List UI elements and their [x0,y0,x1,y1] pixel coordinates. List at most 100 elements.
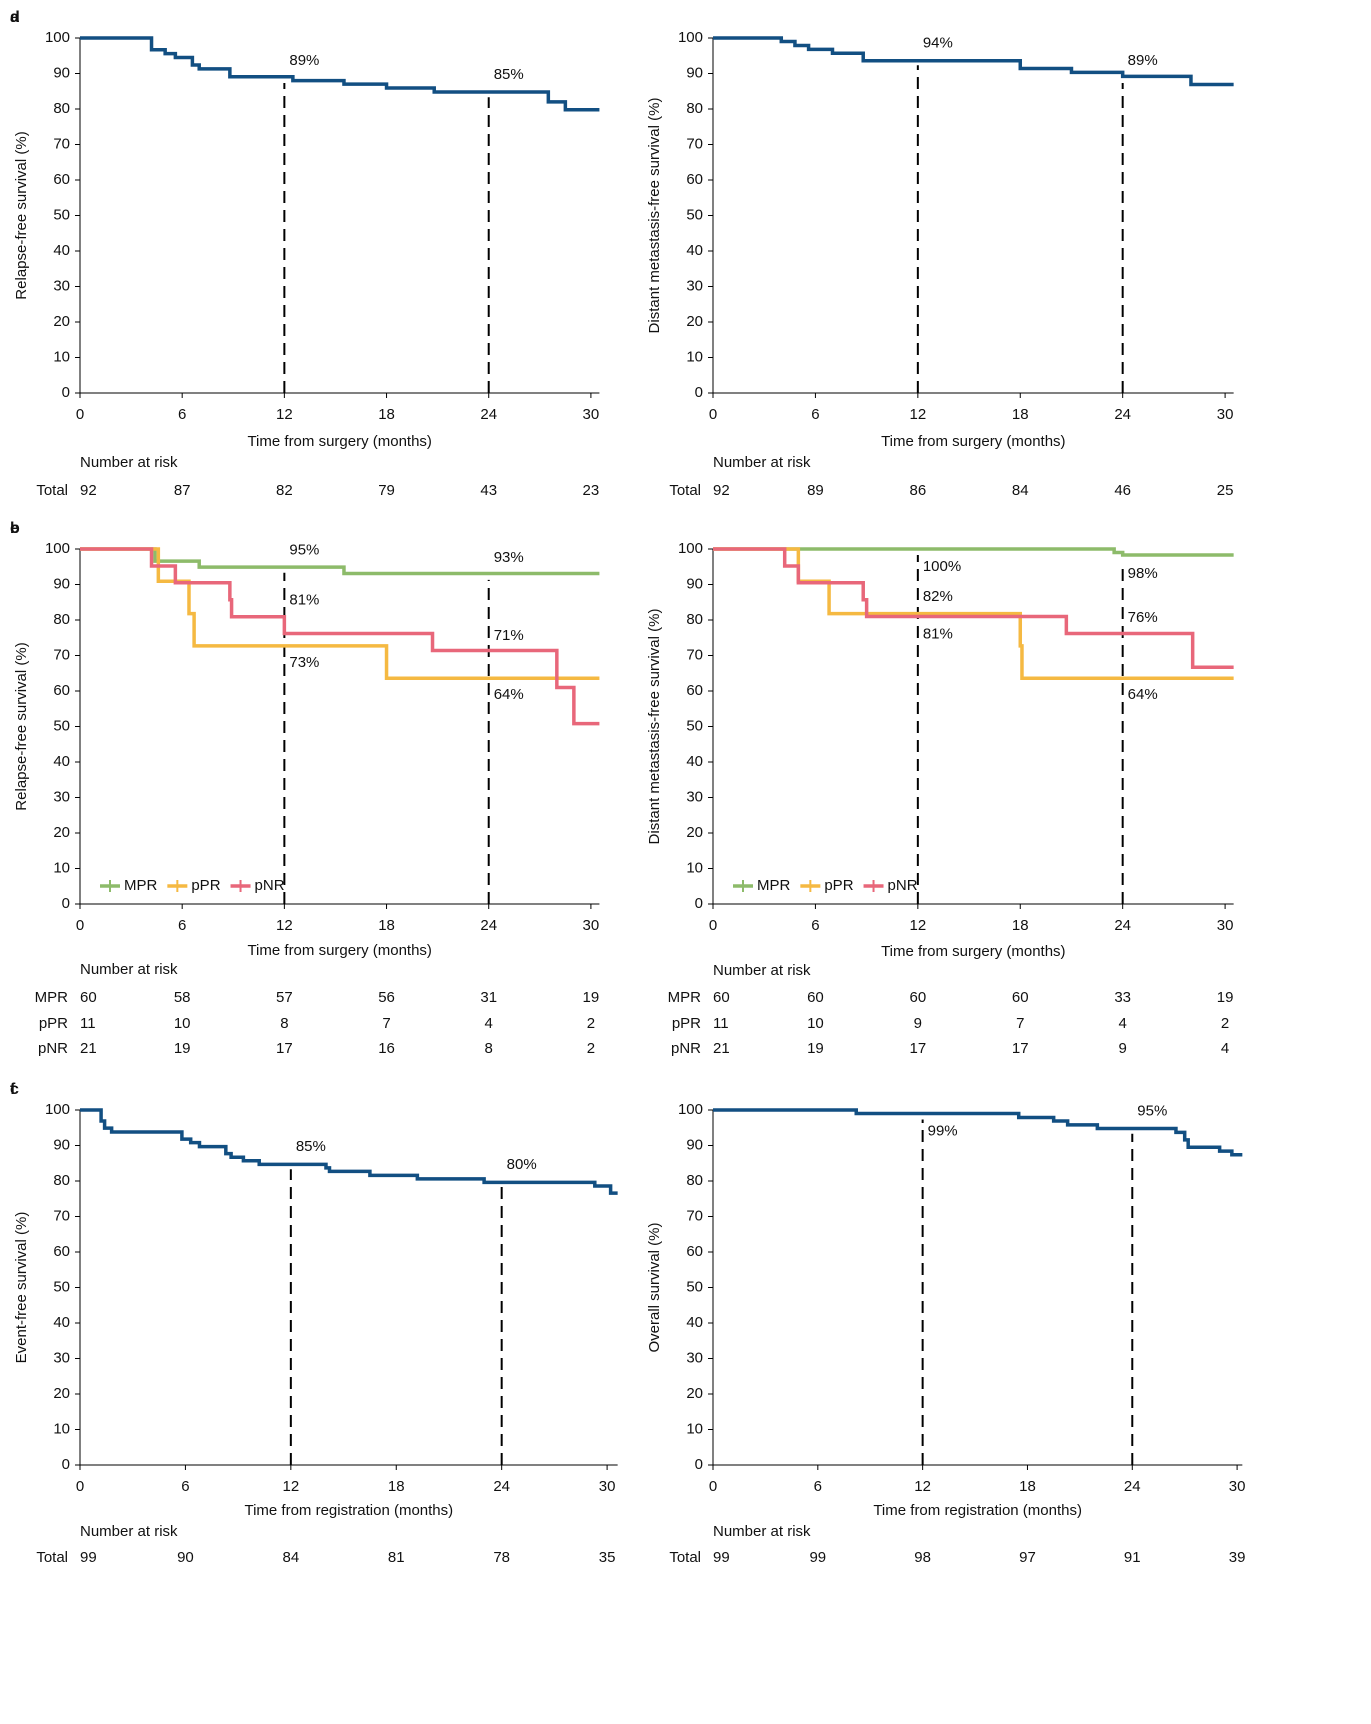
risk-value: 11 [80,1015,96,1032]
risk-value: 99 [713,1549,730,1566]
risk-value: 81 [388,1549,405,1566]
y-tick-label: 100 [678,29,703,46]
annotation: 71% [494,627,524,644]
y-tick-label: 40 [53,1314,70,1331]
x-tick-label: 12 [282,1478,299,1495]
y-tick-label: 70 [686,1207,703,1224]
y-tick-label: 20 [53,824,70,841]
risk-value: 9 [914,1015,922,1032]
x-axis-label: Time from surgery (months) [247,942,431,959]
annotation: 80% [507,1156,537,1173]
annotation: 64% [494,686,524,703]
y-axis-label: Event-free survival (%) [13,1212,30,1364]
annotation: 73% [289,654,319,671]
risk-table-title: Number at risk [713,454,811,471]
x-tick-label: 12 [909,406,926,423]
y-tick-label: 80 [53,611,70,628]
risk-table-title: Number at risk [80,454,178,471]
survival-curve [80,1108,618,1195]
x-tick-label: 24 [480,917,497,934]
x-axis-label: Time from surgery (months) [881,943,1065,960]
y-tick-label: 70 [686,135,703,152]
y-tick-label: 10 [686,859,703,876]
x-tick-label: 24 [493,1478,510,1495]
y-tick-label: 20 [53,313,70,330]
risk-value: 9 [1119,1040,1127,1057]
x-tick-label: 18 [378,406,395,423]
risk-value: 19 [1217,989,1234,1006]
risk-value: 60 [80,989,97,1006]
x-tick-label: 24 [480,406,497,423]
risk-value: 98 [914,1549,931,1566]
y-tick-label: 60 [53,682,70,699]
x-tick-label: 18 [388,1478,405,1495]
y-axis-label: Distant metastasis-free survival (%) [646,98,663,334]
risk-value: 2 [587,1040,595,1057]
risk-value: 99 [80,1549,97,1566]
y-tick-label: 80 [53,100,70,117]
x-tick-label: 12 [914,1478,931,1495]
y-tick-label: 100 [678,1101,703,1118]
risk-value: 21 [713,1040,730,1057]
legend-label: pPR [824,877,853,894]
x-tick-label: 12 [909,917,926,934]
x-tick-label: 12 [276,406,293,423]
y-tick-label: 50 [53,206,70,223]
risk-row-name: pNR [38,1040,68,1057]
survival-curve [713,1108,1243,1157]
x-tick-label: 6 [181,1478,189,1495]
risk-value: 91 [1124,1549,1141,1566]
y-tick-label: 10 [686,348,703,365]
risk-value: 10 [174,1015,191,1032]
y-tick-label: 40 [686,242,703,259]
panel-label: c [10,1081,19,1098]
annotation: 85% [494,66,524,83]
x-tick-label: 30 [1217,917,1234,934]
risk-value: 25 [1217,482,1234,499]
risk-value: 8 [485,1040,493,1057]
survival-curve [713,547,1234,557]
survival-curve [713,36,1234,87]
y-tick-label: 20 [53,1385,70,1402]
y-tick-label: 50 [686,206,703,223]
x-tick-label: 24 [1114,406,1131,423]
risk-value: 97 [1019,1549,1036,1566]
y-tick-label: 20 [686,313,703,330]
x-tick-label: 30 [1217,406,1234,423]
risk-value: 84 [1012,482,1029,499]
risk-value: 86 [909,482,926,499]
y-tick-label: 70 [686,646,703,663]
y-tick-label: 90 [53,1136,70,1153]
risk-value: 8 [280,1015,288,1032]
x-tick-label: 6 [178,917,186,934]
y-axis-label: Overall survival (%) [646,1222,663,1352]
annotation: 89% [289,52,319,69]
risk-value: 33 [1114,989,1131,1006]
y-tick-label: 90 [53,64,70,81]
legend-label: pPR [191,877,220,894]
risk-value: 19 [583,989,600,1006]
risk-row-name: MPR [35,989,69,1006]
y-tick-label: 80 [686,611,703,628]
risk-value: 89 [807,482,824,499]
y-tick-label: 40 [686,1314,703,1331]
y-tick-label: 50 [53,717,70,734]
y-tick-label: 30 [686,1349,703,1366]
annotation: 98% [1128,565,1158,582]
risk-value: 21 [80,1040,97,1057]
risk-value: 23 [583,482,600,499]
annotation: 100% [923,558,961,575]
y-tick-label: 90 [686,575,703,592]
y-tick-label: 30 [686,788,703,805]
legend-label: MPR [757,877,791,894]
legend-label: pNR [888,877,918,894]
risk-table-title: Number at risk [80,1523,178,1540]
risk-row-name: MPR [668,989,702,1006]
y-tick-label: 40 [686,753,703,770]
risk-value: 99 [809,1549,826,1566]
risk-value: 60 [807,989,824,1006]
risk-value: 43 [480,482,497,499]
annotation: 81% [289,591,319,608]
risk-value: 92 [713,482,730,499]
